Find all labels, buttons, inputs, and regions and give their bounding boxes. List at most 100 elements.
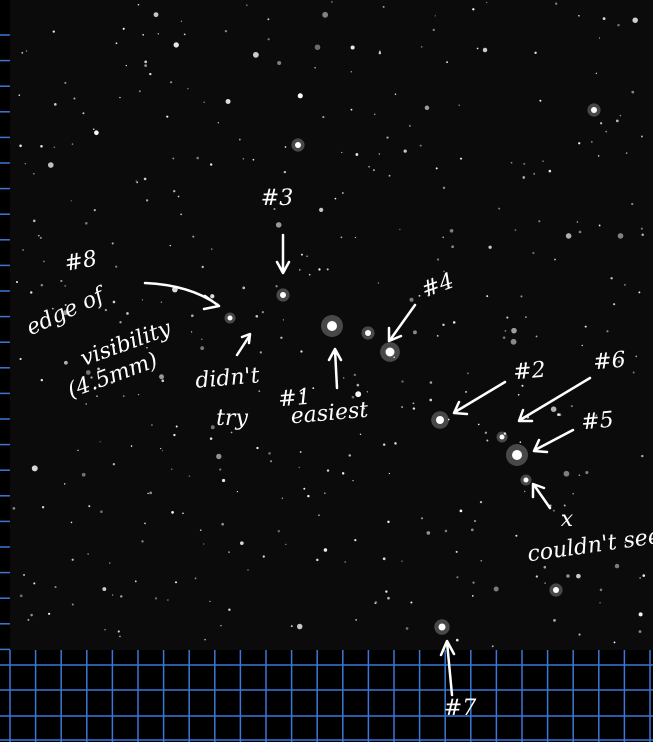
star [510,161,513,164]
star [300,350,303,353]
star [326,268,329,271]
annotation-text: try [216,406,248,431]
star [300,253,303,256]
star [387,520,390,524]
star [85,403,88,405]
star [273,207,276,211]
star [200,346,205,351]
star [224,29,228,33]
star [322,11,329,18]
star [470,528,474,532]
star [326,469,330,472]
star [503,432,507,435]
star [382,5,385,8]
star [624,541,626,544]
star [296,623,303,630]
star [424,105,430,111]
star [298,269,301,271]
star [216,453,222,460]
star [408,124,411,127]
star [203,543,205,545]
star [81,472,86,477]
star [306,255,308,258]
star [24,163,26,165]
arrow [387,303,417,343]
arrow [452,380,507,416]
star [578,142,581,145]
star [418,294,421,297]
annotation-text: #7 [444,696,476,721]
star [619,114,622,117]
star [465,390,468,393]
star [350,45,355,50]
star [30,613,33,617]
star [639,577,642,579]
star [15,281,19,284]
star [641,233,644,236]
star [134,580,137,583]
star [572,493,574,495]
star [252,51,259,58]
star [542,160,544,162]
star [401,560,403,562]
star [387,596,390,600]
star [615,119,619,123]
star [354,539,357,542]
star [64,360,68,365]
star [299,451,302,453]
star [533,172,536,175]
star [409,297,414,302]
galaxy [523,477,529,483]
star [138,90,141,93]
star [510,338,517,345]
arrow [439,639,456,697]
galaxy [327,321,337,331]
star [18,94,21,97]
star [151,424,153,426]
star [48,612,51,615]
star [446,61,449,64]
star [242,286,246,290]
star [47,162,54,168]
annotation-text: #1 [277,385,311,413]
star [482,47,488,53]
star [459,157,463,160]
star [201,265,204,269]
star [511,327,517,334]
grid [0,34,653,742]
arrow [275,233,291,275]
star [359,433,362,436]
arrows [143,233,592,697]
star [632,371,635,374]
star [334,197,337,200]
star [62,310,68,316]
star [145,199,149,202]
star [444,529,448,533]
star [125,64,128,67]
star [40,283,44,287]
star [368,166,370,168]
star [60,279,63,283]
star [525,316,527,318]
star [348,454,351,457]
star [434,15,436,17]
star [282,319,285,321]
star [119,321,122,324]
galaxy [295,142,301,148]
star [236,490,239,493]
star [535,335,538,338]
star [598,37,601,39]
star [576,221,579,223]
star [135,180,137,182]
star [90,376,93,379]
star [523,490,526,493]
star [82,112,85,115]
star [12,507,16,510]
star [350,108,353,111]
star [153,12,159,18]
star [22,249,24,251]
star [638,291,641,294]
star [71,603,74,606]
star [188,475,191,477]
